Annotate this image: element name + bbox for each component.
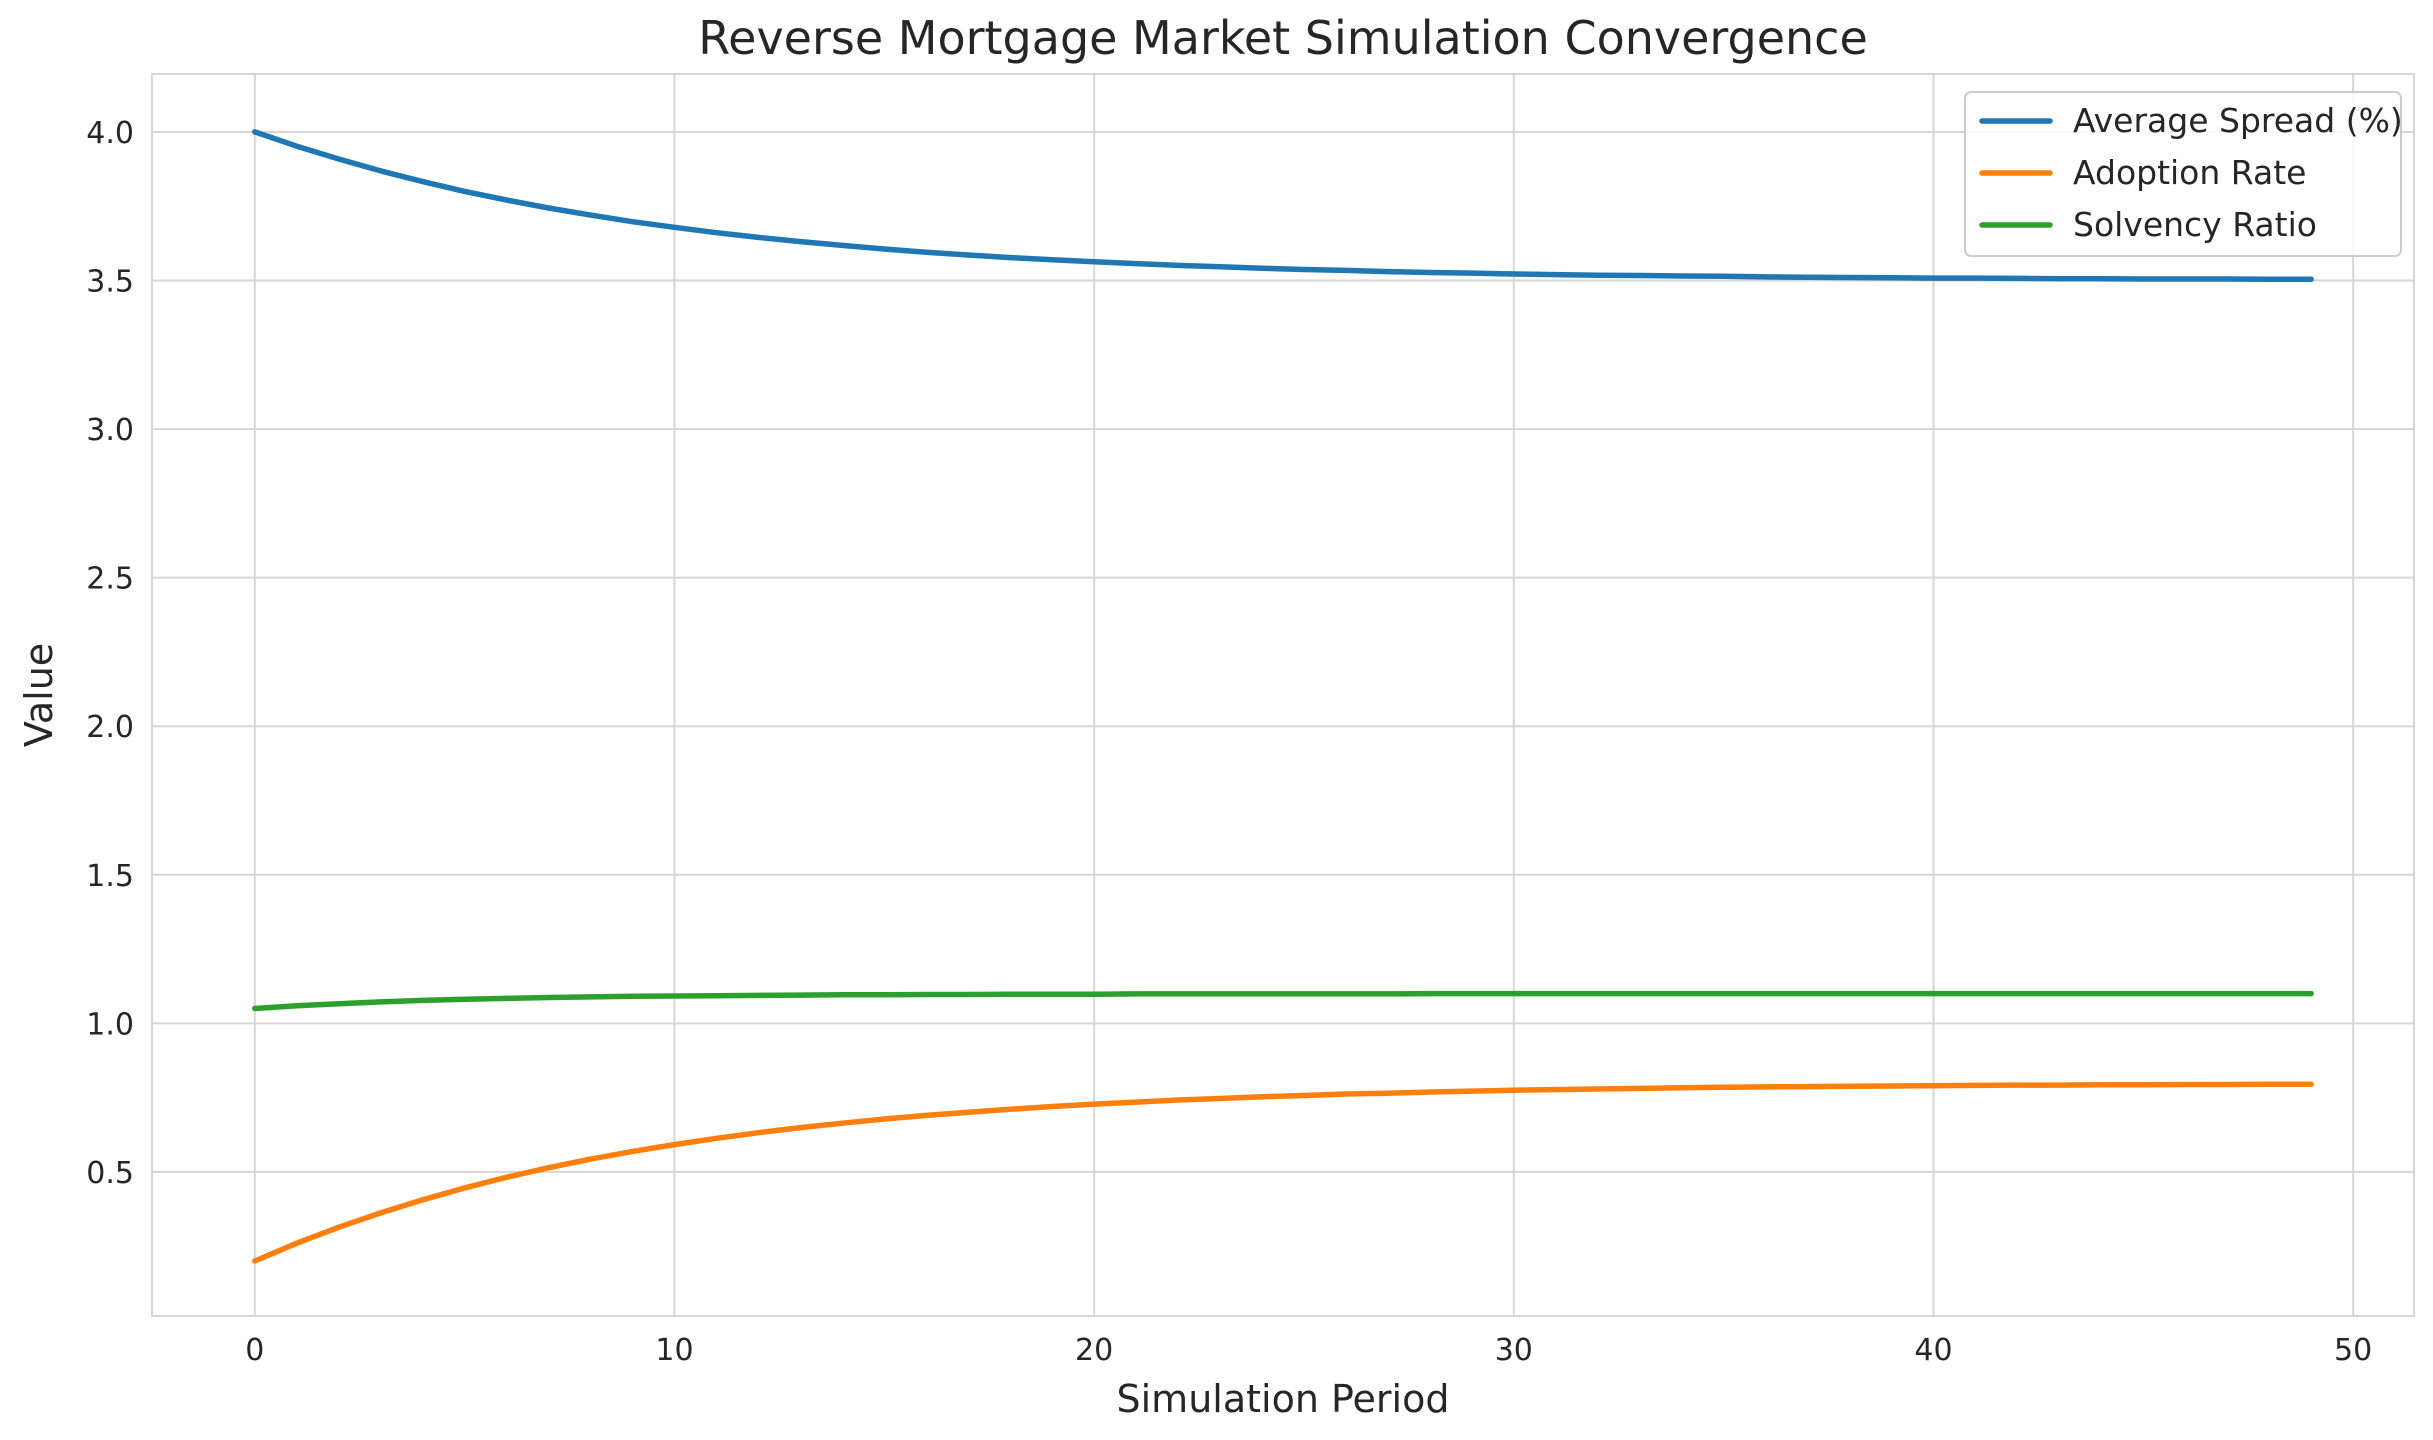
y-tick-label: 0.5 <box>86 1156 134 1191</box>
y-axis-label: Value <box>17 643 61 747</box>
y-tick-label: 1.0 <box>86 1007 134 1042</box>
x-tick-label: 50 <box>2334 1333 2372 1368</box>
y-tick-label: 4.0 <box>86 116 134 151</box>
x-tick-label: 40 <box>1914 1333 1952 1368</box>
series-line-3 <box>252 990 2314 1012</box>
x-axis-label: Simulation Period <box>1117 1377 1450 1421</box>
x-tick-label: 0 <box>245 1333 264 1368</box>
y-tick-label: 3.5 <box>86 265 134 300</box>
x-tick-label: 20 <box>1075 1333 1113 1368</box>
legend-label: Average Spread (%) <box>2073 101 2403 140</box>
y-tick-label: 1.5 <box>86 859 134 894</box>
legend: Average Spread (%) Adoption Rate Solvency … <box>1964 91 2403 257</box>
legend-label: Adoption Rate <box>2073 153 2306 192</box>
legend-label: Solvency Ratio <box>2073 205 2317 244</box>
tick-layer: 0 10 20 30 40 50 0.5 1.0 1.5 2.0 2.5 3.0 3.5 4.0 <box>86 116 2372 1368</box>
line-layer <box>252 129 2314 1264</box>
y-tick-label: 2.0 <box>86 710 134 745</box>
y-tick-label: 3.0 <box>86 413 134 448</box>
y-tick-label: 2.5 <box>86 562 134 597</box>
series-line-2 <box>252 1081 2314 1264</box>
x-tick-label: 10 <box>655 1333 693 1368</box>
x-tick-label: 30 <box>1495 1333 1533 1368</box>
legend-box <box>1964 91 2402 257</box>
plot-area <box>151 73 2415 1317</box>
chart-title: Reverse Mortgage Market Simulation Conve… <box>698 11 1868 65</box>
series-line-1 <box>252 129 2314 283</box>
